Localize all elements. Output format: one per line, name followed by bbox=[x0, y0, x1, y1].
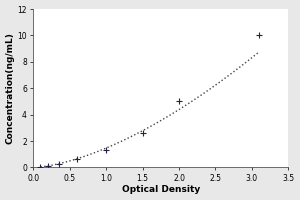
Point bbox=[75, 158, 80, 161]
Point bbox=[56, 163, 61, 166]
Point bbox=[45, 164, 50, 168]
X-axis label: Optical Density: Optical Density bbox=[122, 185, 200, 194]
Point bbox=[257, 34, 262, 37]
Point bbox=[104, 149, 109, 152]
Point bbox=[140, 132, 145, 135]
Point bbox=[38, 165, 43, 168]
Y-axis label: Concentration(ng/mL): Concentration(ng/mL) bbox=[6, 32, 15, 144]
Point bbox=[177, 100, 182, 103]
